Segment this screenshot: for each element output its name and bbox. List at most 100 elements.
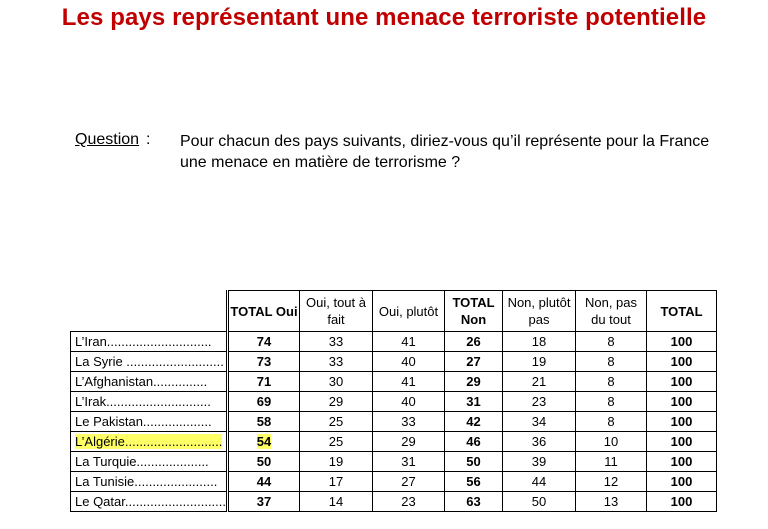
country-cell: L’Algérie........................... xyxy=(70,431,229,452)
value-cell: 10 xyxy=(575,431,647,452)
value-text: 40 xyxy=(401,353,416,369)
value-cell: 8 xyxy=(575,351,647,372)
value-cell: 27 xyxy=(444,351,503,372)
header-non-pas-du-tout: Non, pas du tout xyxy=(575,290,647,332)
question-colon: : xyxy=(146,131,151,148)
value-cell: 29 xyxy=(444,371,503,392)
value-text: 8 xyxy=(607,333,615,349)
value-cell: 40 xyxy=(372,351,445,372)
value-cell: 71 xyxy=(227,371,300,392)
value-text: 41 xyxy=(401,373,416,389)
value-text: 8 xyxy=(607,413,615,429)
table-row: L’Iran............................. 74 33 4… xyxy=(70,331,717,352)
table-row: Le Qatar............................ 37 14… xyxy=(70,491,717,512)
value-cell: 33 xyxy=(299,351,373,372)
country-name: La Turquie.................... xyxy=(75,453,209,469)
value-cell: 100 xyxy=(646,431,717,452)
value-text: 42 xyxy=(466,413,481,429)
value-cell: 21 xyxy=(502,371,576,392)
value-cell: 44 xyxy=(502,471,576,492)
value-text: 56 xyxy=(466,473,481,489)
value-text: 100 xyxy=(670,413,693,429)
value-text: 100 xyxy=(670,393,693,409)
value-text: 31 xyxy=(466,393,481,409)
value-text: 100 xyxy=(670,373,693,389)
value-cell: 11 xyxy=(575,451,647,472)
value-text: 37 xyxy=(256,493,272,509)
table-row: L’Irak............................. 69 29 4… xyxy=(70,391,717,412)
table-header-row: TOTAL Oui Oui, tout à fait Oui, plutôt T… xyxy=(70,290,717,332)
table-row: La Turquie.................... 50 19 31 50 39… xyxy=(70,451,717,472)
value-cell: 8 xyxy=(575,391,647,412)
country-name: L’Irak............................. xyxy=(75,393,211,409)
value-cell: 39 xyxy=(502,451,576,472)
value-text: 33 xyxy=(328,333,344,349)
page-title: Les pays représentant une menace terrori… xyxy=(61,4,707,31)
value-text: 27 xyxy=(401,473,416,489)
value-text: 40 xyxy=(401,393,416,409)
value-cell: 100 xyxy=(646,391,717,412)
value-text: 50 xyxy=(466,453,481,469)
value-text: 12 xyxy=(603,473,619,489)
value-cell: 58 xyxy=(227,411,300,432)
value-cell: 63 xyxy=(444,491,503,512)
value-text: 33 xyxy=(401,413,416,429)
question-text: Pour chacun des pays suivants, diriez-vo… xyxy=(180,133,710,171)
header-blank-cell xyxy=(70,290,229,332)
value-text: 58 xyxy=(256,413,272,429)
country-cell: L’Afghanistan............... xyxy=(70,371,229,392)
country-name: Le Pakistan................... xyxy=(75,413,212,429)
value-text: 44 xyxy=(531,473,547,489)
value-text: 54 xyxy=(256,433,272,449)
value-text: 11 xyxy=(604,453,618,469)
value-text: 33 xyxy=(328,353,344,369)
value-cell: 34 xyxy=(502,411,576,432)
table-row: La Syrie ........................... 73 33… xyxy=(70,351,717,372)
value-cell: 23 xyxy=(372,491,445,512)
value-cell: 19 xyxy=(299,451,373,472)
value-text: 13 xyxy=(603,493,619,509)
value-text: 69 xyxy=(256,393,272,409)
value-text: 27 xyxy=(466,353,481,369)
value-text: 23 xyxy=(531,393,547,409)
value-cell: 46 xyxy=(444,431,503,452)
value-text: 8 xyxy=(607,393,615,409)
value-cell: 23 xyxy=(502,391,576,412)
value-cell: 8 xyxy=(575,371,647,392)
value-text: 50 xyxy=(256,453,272,469)
value-cell: 50 xyxy=(227,451,300,472)
value-cell: 100 xyxy=(646,451,717,472)
table-row: La Tunisie....................... 44 17 27 5… xyxy=(70,471,717,492)
value-text: 44 xyxy=(256,473,272,489)
value-text: 19 xyxy=(328,453,344,469)
value-text: 100 xyxy=(670,493,693,509)
table-row: L’Algérie........................... 54 25… xyxy=(70,431,717,452)
country-cell: L’Iran............................. xyxy=(70,331,229,352)
value-cell: 29 xyxy=(299,391,373,412)
country-name: Le Qatar............................ xyxy=(75,493,226,509)
country-cell: Le Qatar............................ xyxy=(70,491,229,512)
value-text: 23 xyxy=(401,493,416,509)
value-text: 29 xyxy=(328,393,344,409)
value-text: 39 xyxy=(531,453,547,469)
table-row: Le Pakistan................... 58 25 33 42 34… xyxy=(70,411,717,432)
value-text: 30 xyxy=(328,373,344,389)
value-text: 63 xyxy=(466,493,481,509)
value-cell: 8 xyxy=(575,331,647,352)
value-cell: 74 xyxy=(227,331,300,352)
value-text: 50 xyxy=(531,493,547,509)
value-text: 25 xyxy=(328,433,344,449)
value-cell: 31 xyxy=(444,391,503,412)
value-text: 19 xyxy=(531,353,547,369)
value-text: 100 xyxy=(670,453,693,469)
value-cell: 100 xyxy=(646,331,717,352)
value-text: 14 xyxy=(328,493,344,509)
value-text: 100 xyxy=(670,333,693,349)
value-cell: 33 xyxy=(372,411,445,432)
value-cell: 19 xyxy=(502,351,576,372)
value-text: 100 xyxy=(670,433,693,449)
country-cell: La Tunisie....................... xyxy=(70,471,229,492)
value-cell: 30 xyxy=(299,371,373,392)
question-label: Question xyxy=(75,131,140,148)
header-total-non: TOTAL Non xyxy=(444,290,503,332)
